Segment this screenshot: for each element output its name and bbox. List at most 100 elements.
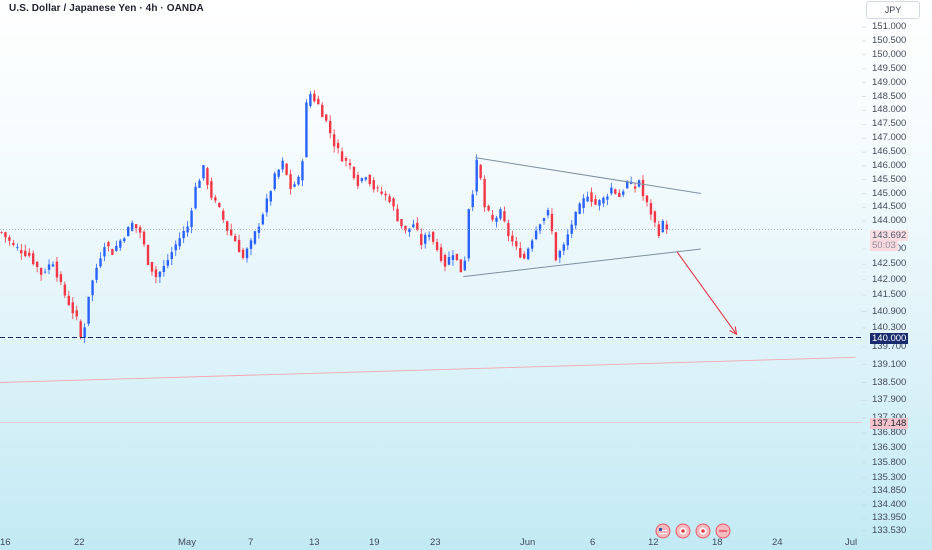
candle-body [301, 161, 304, 181]
candle-body [364, 177, 368, 180]
time-tick-label: 12 [648, 537, 659, 548]
event-badges[interactable] [655, 523, 741, 541]
candle-body [511, 235, 514, 242]
price-tick-label: 144.500 [872, 201, 907, 213]
price-tick-label: 149.000 [872, 76, 907, 88]
time-tick-label: 7 [248, 537, 254, 548]
time-tick-label: 6 [590, 537, 596, 548]
candle-body [47, 264, 51, 270]
candle-body [404, 225, 407, 231]
time-tick-label: 23 [430, 537, 441, 548]
candle-body [99, 258, 102, 267]
candle-body [51, 264, 55, 267]
target-level-tag: 140.000 [870, 333, 909, 344]
candle-body [332, 134, 336, 147]
candle-body [530, 240, 534, 249]
time-tick-label: May [178, 537, 196, 548]
price-tick-label: 146.500 [872, 146, 907, 158]
event-icon[interactable] [695, 523, 711, 539]
candle-body [162, 266, 166, 273]
price-tick-label: 134.850 [872, 485, 907, 497]
candle-body [103, 247, 106, 257]
candle-body [265, 198, 269, 213]
candle-body [222, 210, 225, 220]
candle-body [328, 120, 332, 134]
candle-body [661, 220, 665, 232]
price-tick-label: 135.800 [872, 456, 907, 468]
long-trendline [0, 356, 856, 383]
candle-body [12, 242, 15, 245]
candle-body [487, 205, 490, 211]
candle-body [91, 280, 94, 296]
candle-body [293, 184, 296, 187]
candle-body [119, 240, 122, 248]
flag-icon[interactable] [655, 523, 671, 539]
candle-body [360, 178, 364, 182]
candle-body [285, 163, 288, 175]
candle-body [594, 198, 597, 205]
candle-body [87, 296, 90, 324]
candle-body [665, 224, 668, 230]
candle-body [186, 226, 189, 233]
price-tick-label: 138.500 [872, 376, 907, 388]
candle-body [71, 302, 74, 314]
candle-body [396, 208, 399, 222]
candle-body [233, 235, 237, 242]
candle-body [412, 224, 415, 228]
candle-body [289, 174, 292, 189]
candle-body [546, 210, 550, 216]
candle-body [237, 239, 241, 253]
candle-body [170, 252, 173, 259]
candle-body [463, 260, 467, 271]
time-tick-label: 16 [0, 537, 11, 548]
calendar-icon[interactable] [675, 523, 691, 539]
candle-body [376, 187, 379, 189]
candle-body [451, 255, 455, 260]
candle-body [625, 181, 629, 189]
candle-body [586, 196, 589, 202]
candle-body [154, 269, 158, 278]
candle-body [455, 253, 459, 260]
event-icon[interactable] [715, 523, 731, 539]
candle-body [95, 267, 98, 280]
time-tick-label: 18 [712, 537, 723, 548]
candle-body [59, 274, 63, 282]
currency-selector[interactable]: JPY [866, 1, 920, 19]
price-tick-label: 150.000 [872, 48, 907, 60]
candle-body [392, 198, 395, 207]
candle-body [317, 98, 320, 105]
candle-body [16, 246, 19, 248]
time-tick-label: 13 [309, 537, 320, 548]
candle-body [206, 168, 209, 185]
candle-body [336, 142, 340, 148]
price-tick-label: 139.100 [872, 358, 907, 370]
candle-body [79, 321, 82, 338]
candle-body [519, 248, 522, 258]
candle-body [281, 160, 284, 170]
candle-body [35, 261, 39, 267]
price-tick-label: 145.500 [872, 173, 907, 185]
candle-body [348, 163, 352, 166]
candle-body [111, 249, 114, 255]
lower-level-tag: 137.148 [870, 418, 909, 429]
candle-body [649, 203, 653, 215]
candle-body [142, 231, 146, 245]
price-tick-label: 142.000 [872, 273, 907, 285]
candle-body [443, 255, 447, 267]
candle-body [241, 249, 245, 258]
candle-body [218, 202, 221, 207]
price-tick-label: 139.700 [872, 341, 907, 352]
price-tick-label: 149.500 [872, 62, 907, 74]
price-tick-label: 140.300 [872, 322, 907, 333]
axis-ticks [862, 26, 866, 532]
candle-body [372, 180, 375, 190]
candle-body [495, 217, 498, 222]
candle-body [0, 231, 3, 233]
candle-body [483, 178, 486, 208]
candle-body [8, 237, 11, 241]
candle-body [602, 197, 605, 204]
price-tick-label: 134.400 [872, 498, 907, 510]
candle-body [475, 159, 478, 192]
